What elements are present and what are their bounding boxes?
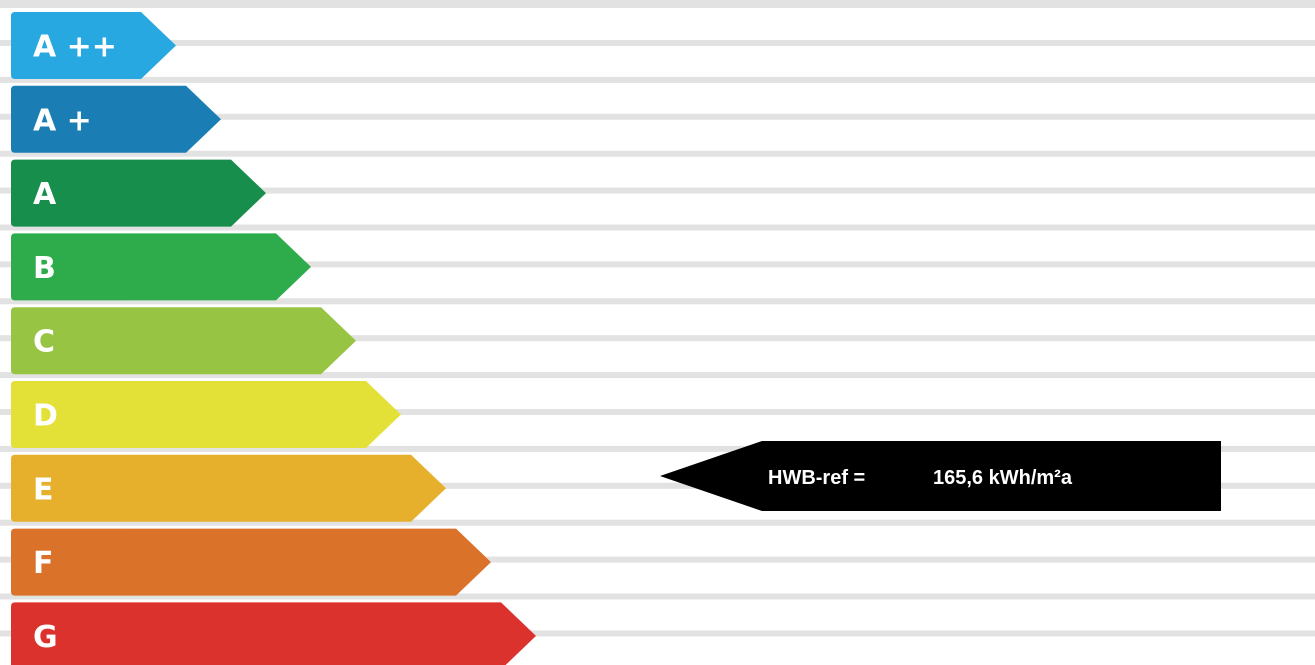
hwb-indicator-value: 165,6 kWh/m²a [933,467,1073,489]
background-stripe [0,187,1315,194]
energy-class-bar [11,381,401,448]
energy-class-bar [11,159,266,227]
background-stripe [0,298,1315,305]
background-stripes [0,0,1315,637]
energy-class-5: C [11,307,356,375]
background-stripe [0,630,1315,637]
energy-class-label: G [33,620,58,655]
hwb-indicator: HWB-ref = 165,6 kWh/m²a [660,441,1221,511]
background-stripe [0,409,1315,415]
energy-class-bar [11,233,311,301]
energy-class-label: F [33,546,54,581]
background-stripe [0,76,1315,83]
hwb-indicator-label: HWB-ref = [768,467,865,489]
energy-class-label: A + [33,103,92,138]
energy-class-2: A + [11,85,221,153]
energy-class-9: G [11,602,536,665]
energy-class-bar [11,602,536,665]
energy-class-bar [11,528,491,596]
background-stripe [0,445,1315,452]
hwb-indicator-arrow [660,441,1221,511]
energy-class-6: D [11,381,401,448]
energy-class-bar [11,12,176,79]
energy-class-bar [11,85,221,153]
energy-class-label: C [33,325,55,360]
energy-class-4: B [11,233,311,301]
background-stripe [0,40,1315,46]
energy-class-label: A [33,177,57,212]
energy-class-label: B [33,251,56,286]
background-stripe [0,224,1315,231]
energy-class-1: A ++ [11,12,176,79]
background-stripe [0,556,1315,563]
energy-class-bars: A ++ A + A B C D E F G [11,12,536,665]
background-stripe [0,113,1315,120]
background-stripe [0,482,1315,489]
background-stripe [0,372,1315,379]
energy-class-bar [11,307,356,375]
energy-class-7: E [11,454,446,522]
energy-class-3: A [11,159,266,227]
energy-class-label: D [33,399,58,434]
energy-class-8: F [11,528,491,596]
background-stripe [0,519,1315,526]
background-stripe [0,593,1315,600]
background-stripe [0,150,1315,157]
top-stripe [0,0,1315,8]
background-stripe [0,335,1315,342]
energy-class-label: A ++ [33,30,117,65]
background-stripe [0,261,1315,268]
energy-class-label: E [33,472,54,507]
energy-class-bar [11,454,446,522]
